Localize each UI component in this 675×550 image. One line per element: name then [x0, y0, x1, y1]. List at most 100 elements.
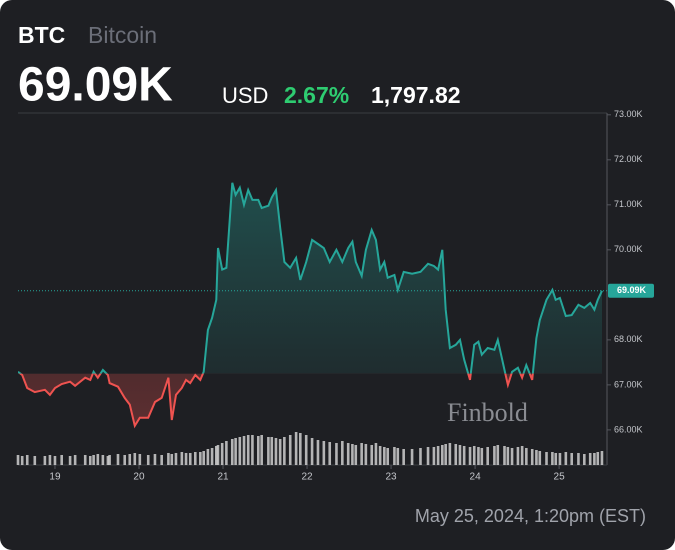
- volume-bar: [554, 453, 558, 465]
- area-down: [20, 373, 533, 426]
- volume-bar: [153, 454, 157, 465]
- volume-bar: [496, 445, 500, 465]
- volume-bar: [577, 453, 580, 465]
- volume-bar: [174, 453, 178, 465]
- volume-bar: [242, 436, 246, 465]
- volume-bar: [202, 451, 205, 465]
- volume-bar: [419, 448, 422, 465]
- volume-bar: [92, 455, 95, 465]
- volume-bar: [462, 446, 466, 465]
- last-price-box: [608, 283, 654, 298]
- volume-bar: [68, 456, 72, 465]
- volume-bar: [216, 445, 220, 465]
- area-up: [18, 182, 602, 374]
- volume-bar: [43, 456, 47, 465]
- volume-bar: [486, 447, 489, 465]
- asset-name: Bitcoin: [88, 22, 157, 48]
- volume-bar: [360, 443, 363, 465]
- currency: USD: [222, 83, 268, 108]
- change-abs: 1,797.82: [371, 82, 461, 108]
- volume-bar: [588, 453, 592, 465]
- volume-bar: [383, 447, 386, 465]
- volume-bar: [570, 453, 574, 465]
- volume-bar: [138, 454, 142, 465]
- volume-bar: [274, 438, 278, 465]
- volume-bar: [516, 447, 520, 465]
- symbol: BTC: [18, 22, 65, 48]
- volume-bar: [257, 436, 260, 465]
- volume-bar: [538, 451, 542, 465]
- watermark: Finbold: [447, 398, 528, 427]
- volume-bar: [83, 455, 87, 465]
- volume-bar: [322, 441, 326, 465]
- volume-bar: [225, 441, 228, 465]
- volume-bar: [73, 455, 77, 465]
- volume-bar: [199, 452, 202, 465]
- volume-bar: [328, 442, 332, 465]
- volume-bar: [493, 446, 496, 465]
- volume-bar: [283, 437, 286, 465]
- volume-bar: [593, 453, 596, 465]
- volume-bar: [441, 445, 444, 465]
- volume-bar: [506, 447, 510, 465]
- x-tick-label: 24: [470, 472, 482, 483]
- volume-bar: [432, 447, 436, 465]
- volume-bar: [480, 448, 484, 465]
- volume-bar: [123, 455, 127, 465]
- volume-bar: [53, 456, 57, 465]
- volume-bar: [520, 446, 524, 465]
- volume-bar: [510, 448, 514, 465]
- volume-bar: [33, 456, 37, 465]
- volume-bar: [426, 447, 430, 465]
- volume-bar: [267, 437, 270, 465]
- volume-bar: [193, 452, 197, 465]
- volume-bar: [238, 437, 242, 465]
- volume-bar: [116, 454, 120, 465]
- volume-bar: [133, 453, 137, 465]
- volume-bar: [294, 432, 298, 465]
- volume-bar: [444, 444, 447, 465]
- price-line-up: [18, 182, 603, 374]
- volume-bar: [378, 446, 382, 465]
- volume-bar: [88, 456, 92, 465]
- volume-bar: [184, 453, 188, 465]
- volume-bar: [251, 435, 254, 465]
- volume-bar: [60, 455, 63, 465]
- volume-bar: [458, 445, 462, 465]
- volume-bar: [364, 444, 368, 465]
- volume-bar: [351, 444, 354, 465]
- x-tick-label: 25: [554, 472, 566, 483]
- volume-bar: [374, 443, 378, 465]
- volume-bar: [386, 448, 390, 465]
- volume-bar: [278, 439, 282, 465]
- volume-bar: [246, 435, 250, 465]
- volume-bar: [558, 453, 562, 465]
- volume-bar: [535, 450, 538, 465]
- volume-bar: [260, 435, 263, 465]
- volume-bar: [354, 445, 358, 465]
- volume-bar: [16, 455, 20, 465]
- volume-bar: [210, 448, 214, 465]
- y-tick-label: 68.00K: [614, 334, 643, 344]
- volume-bar: [25, 455, 29, 465]
- volume-bar: [128, 454, 132, 465]
- volume-bar: [20, 456, 24, 465]
- y-tick-label: 71.00K: [614, 199, 643, 209]
- volume-bar: [436, 446, 440, 465]
- volume-bar: [310, 438, 314, 465]
- timestamp: May 25, 2024, 1:20pm (EST): [415, 506, 646, 526]
- volume-bar: [564, 452, 568, 465]
- y-tick-label: 66.00K: [614, 424, 643, 434]
- volume-bar: [288, 435, 292, 465]
- volume-bar: [525, 448, 528, 465]
- volume-bar: [180, 452, 184, 465]
- volume-bar: [583, 454, 586, 465]
- volume-bar: [101, 455, 105, 465]
- volume-bar: [160, 455, 163, 465]
- y-tick-label: 70.00K: [614, 244, 643, 254]
- volume-bar: [551, 452, 554, 465]
- volume-bar: [393, 447, 396, 465]
- volume-bar: [530, 449, 534, 465]
